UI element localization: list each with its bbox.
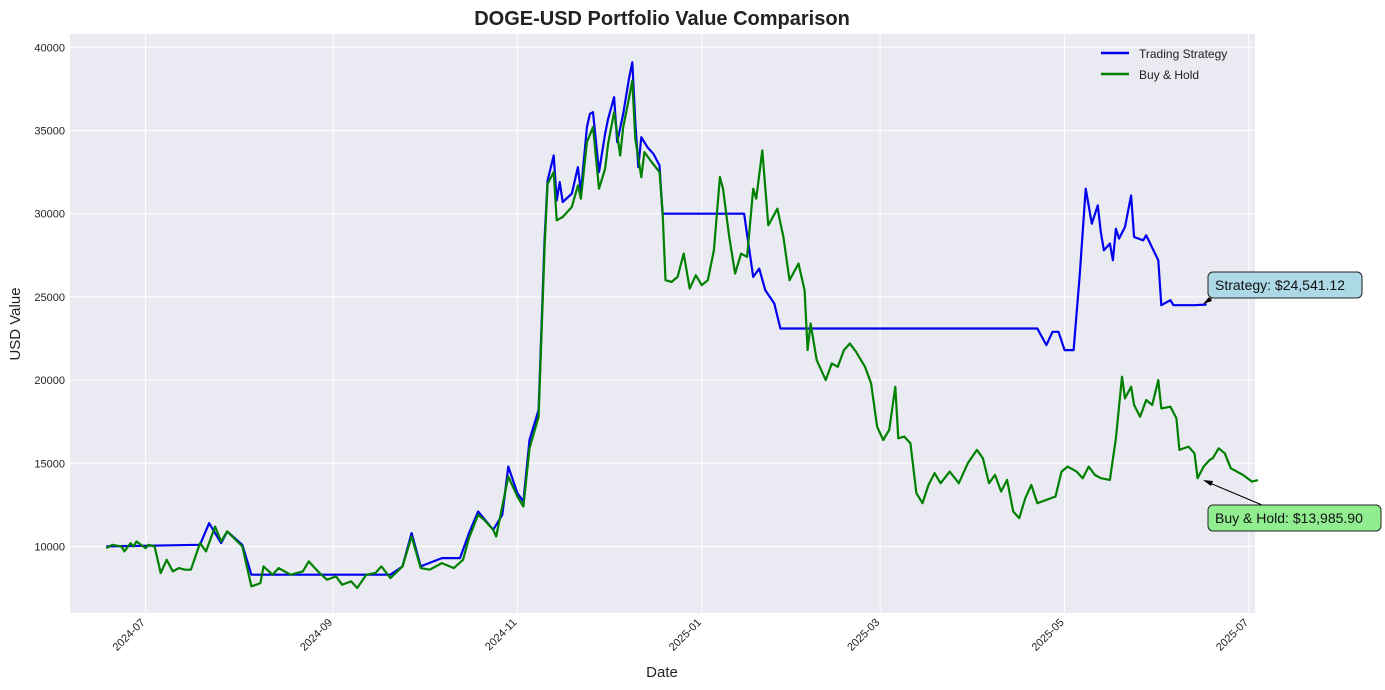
annotations: Strategy: $24,541.12 Buy & Hold: $13,985… <box>1203 271 1382 532</box>
annotation-text-buy-hold: Buy & Hold: $13,985.90 <box>1215 510 1363 526</box>
y-tick-label: 15000 <box>34 458 65 470</box>
y-axis-title: USD Value <box>7 287 24 360</box>
series-layer <box>105 61 1259 590</box>
plot-background <box>70 34 1255 613</box>
y-tick-label: 10000 <box>34 541 65 553</box>
x-tick-label: 2025-03 <box>845 617 882 654</box>
x-tick-label: 2025-07 <box>1214 617 1251 654</box>
x-tick-label: 2025-01 <box>667 617 704 654</box>
annotation-text-strategy: Strategy: $24,541.12 <box>1215 277 1345 293</box>
legend-label-buy-hold: Buy & Hold <box>1139 68 1199 82</box>
legend: Trading Strategy Buy & Hold <box>1101 47 1227 82</box>
x-axis-ticks: 2024-07 2024-09 2024-11 2025-01 2025-03 2025-… <box>111 617 1251 654</box>
series-line-0 <box>106 61 1207 576</box>
annotation-box-buy-hold <box>1207 504 1382 532</box>
series-line-1 <box>105 79 1259 590</box>
chart-title: DOGE-USD Portfolio Value Comparison <box>474 8 850 30</box>
annotation-arrowhead-buy-hold <box>1203 480 1213 486</box>
y-tick-label: 40000 <box>34 42 65 54</box>
x-tick-label: 2024-09 <box>298 617 335 654</box>
x-axis-title: Date <box>646 664 678 681</box>
legend-label-trading-strategy: Trading Strategy <box>1139 47 1227 61</box>
annotation-box-strategy <box>1207 271 1363 299</box>
x-tick-label: 2024-07 <box>111 617 148 654</box>
annotation-arrow-buy-hold <box>1204 480 1263 506</box>
y-tick-label: 20000 <box>34 375 65 387</box>
x-tick-label: 2024-11 <box>483 617 519 653</box>
y-tick-label: 25000 <box>34 292 65 304</box>
y-tick-label: 35000 <box>34 126 65 138</box>
y-tick-label: 30000 <box>34 209 65 221</box>
y-axis-ticks: 10000 15000 20000 25000 30000 35000 40000 <box>34 42 65 553</box>
x-tick-label: 2025-05 <box>1030 617 1067 654</box>
annotation-arrowhead-strategy <box>1203 297 1212 304</box>
